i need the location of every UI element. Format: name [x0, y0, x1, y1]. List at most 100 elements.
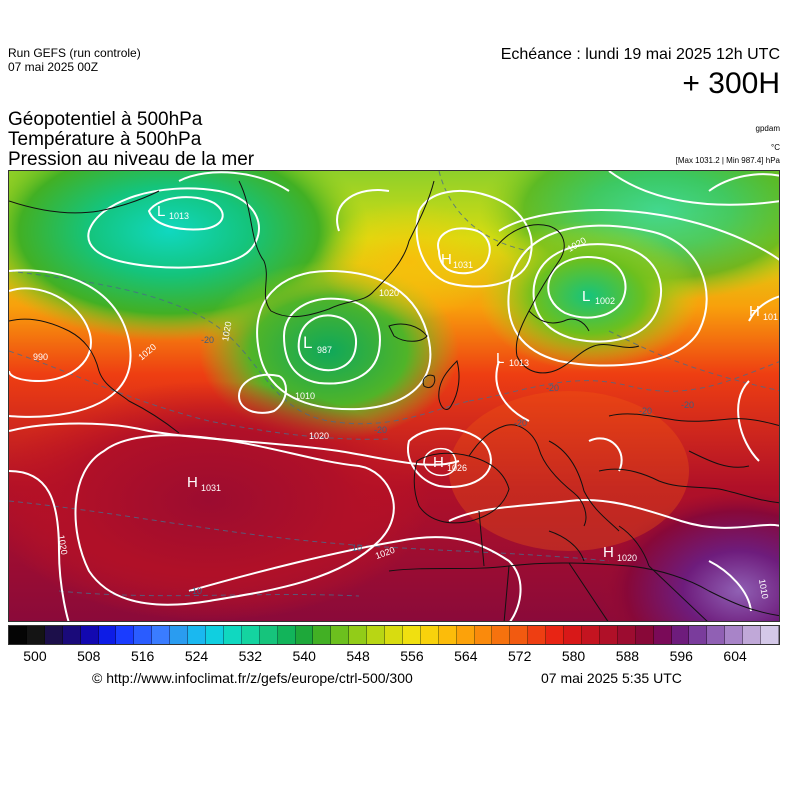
colorbar-cell — [170, 626, 189, 644]
run-date: 07 mai 2025 00Z — [8, 60, 99, 74]
pressure-center-letter: L — [582, 288, 590, 305]
forecast-valid-time: Echéance : lundi 19 mai 2025 12h UTC — [500, 46, 780, 63]
isotherm-label: -20 — [374, 425, 387, 435]
colorbar-tick-label: 596 — [669, 648, 693, 664]
unit-celsius: °C — [771, 143, 780, 152]
colorbar-tick-labels: 500 508 516 524 532 540 548 556 564 572 580 588 596 6… — [8, 648, 780, 666]
colorbar-cell — [152, 626, 171, 644]
high-russia: H 101 — [749, 303, 778, 322]
weather-map: L 1013 H 1031 L 987 L 1002 H 101 L 1013 … — [8, 170, 780, 622]
pressure-range: [Max 1031.2 | Min 987.4] hPa — [675, 156, 780, 165]
high-mediterranean: H 1020 — [603, 544, 637, 563]
colorbar-cell — [277, 626, 296, 644]
isotherm-label: -20 — [514, 418, 527, 428]
pressure-center-value: 1013 — [509, 358, 529, 368]
pressure-center-letter: H — [603, 544, 614, 561]
colorbar-cell — [188, 626, 206, 644]
pressure-center-letter: H — [441, 251, 452, 268]
colorbar-cell — [223, 626, 242, 644]
colorbar-cell — [367, 626, 386, 644]
pressure-center-letter: L — [303, 333, 312, 352]
colorbar-cell — [653, 626, 672, 644]
low-north-atlantic: L 1013 — [157, 203, 189, 221]
isobar-label: 1020 — [309, 431, 329, 441]
colorbar-cell — [582, 626, 600, 644]
isotherm-label: -10 — [349, 543, 362, 553]
colorbar-cell — [385, 626, 403, 644]
colorbar-cell — [617, 626, 636, 644]
colorbar-cell — [564, 626, 582, 644]
colorbar-cell — [313, 626, 332, 644]
isotherm-label: -10 — [189, 586, 202, 596]
colorbar-cell — [528, 626, 547, 644]
colorbar-tick-label: 556 — [400, 648, 424, 664]
colorbar-cell — [331, 626, 350, 644]
colorbar — [8, 625, 780, 645]
pressure-center-letter: H — [187, 474, 198, 491]
colorbar-cell — [134, 626, 153, 644]
colorbar-cell — [116, 626, 135, 644]
layer-title-pressure: Pression au niveau de la mer — [8, 149, 255, 170]
colorbar-cell — [761, 626, 779, 644]
colorbar-cell — [62, 626, 81, 644]
colorbar-tick-label: 500 — [23, 648, 47, 664]
isotherm-label: -20 — [201, 335, 214, 345]
colorbar-cell — [9, 626, 27, 644]
layer-title-geopotential: Géopotentiel à 500hPa — [8, 109, 203, 130]
colorbar-tick-label: 588 — [615, 648, 640, 664]
colorbar-cell — [474, 626, 493, 644]
low-scandinavia: L 1002 — [582, 288, 615, 306]
pressure-center-value: 1026 — [447, 463, 467, 473]
high-bay-of-biscay: H 1026 — [433, 454, 467, 473]
colorbar-cell — [241, 626, 260, 644]
colorbar-cell — [205, 626, 224, 644]
unit-gpdam: gpdam — [755, 124, 780, 133]
colorbar-cell — [26, 626, 45, 644]
isotherm-label: -20 — [681, 400, 694, 410]
source-url[interactable]: © http://www.infoclimat.fr/z/gefs/europe… — [92, 670, 413, 686]
pressure-center-value: 987 — [317, 345, 332, 355]
high-norwegian-sea: H 1031 — [441, 251, 473, 270]
colorbar-cell — [402, 626, 421, 644]
high-azores: H 1031 — [187, 474, 221, 493]
colorbar-cell — [295, 626, 314, 644]
pressure-center-value: 1031 — [453, 260, 473, 270]
colorbar-cell — [510, 626, 529, 644]
colorbar-cell — [707, 626, 726, 644]
pressure-center-letter: H — [749, 303, 760, 320]
pressure-center-letter: L — [157, 203, 165, 220]
colorbar-cell — [743, 626, 762, 644]
isotherm-label: -20 — [639, 406, 652, 416]
pressure-center-value: 1002 — [595, 296, 615, 306]
low-iceland: L 987 — [303, 333, 332, 355]
colorbar-cell — [349, 626, 368, 644]
colorbar-tick-label: 532 — [238, 648, 263, 664]
colorbar-cell — [80, 626, 99, 644]
isobar-label: 1020 — [220, 321, 233, 342]
isobar-label: 1010 — [295, 391, 315, 401]
colorbar-tick-label: 580 — [561, 648, 586, 664]
render-date: 07 mai 2025 5:35 UTC — [541, 670, 682, 686]
colorbar-cell — [438, 626, 457, 644]
colorbar-cell — [420, 626, 439, 644]
isobar-label: 1010 — [757, 578, 770, 599]
weather-map-svg: L 1013 H 1031 L 987 L 1002 H 101 L 1013 … — [9, 171, 779, 621]
isotherm-label: -20 — [546, 383, 559, 393]
isobar-label: 990 — [33, 352, 48, 362]
colorbar-cell — [492, 626, 511, 644]
colorbar-tick-label: 524 — [184, 648, 209, 664]
forecast-hour: + 300H — [682, 67, 780, 100]
colorbar-tick-label: 516 — [130, 648, 155, 664]
pressure-center-value: 1020 — [617, 553, 637, 563]
colorbar-tick-label: 572 — [507, 648, 532, 664]
pressure-center-letter: H — [433, 454, 444, 471]
pressure-center-value: 101 — [763, 312, 778, 322]
isobar-label: 1020 — [56, 534, 69, 555]
colorbar-cell — [725, 626, 744, 644]
colorbar-cell — [671, 626, 690, 644]
colorbar-cell — [599, 626, 618, 644]
pressure-center-letter: L — [496, 350, 504, 367]
layer-title-temperature: Température à 500hPa — [8, 129, 202, 150]
colorbar-cell — [546, 626, 565, 644]
colorbar-tick-label: 508 — [77, 648, 101, 664]
